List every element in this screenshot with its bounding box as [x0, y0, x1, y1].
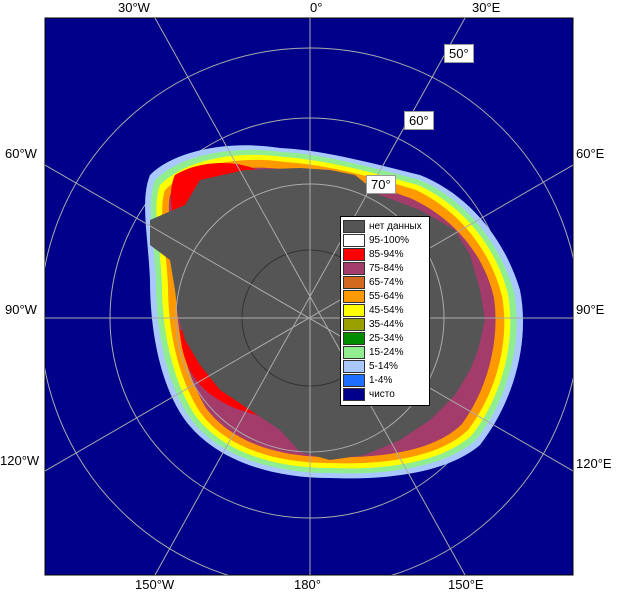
- lon-label-left-2: 90°W: [5, 302, 37, 317]
- meridian-lines: [45, 18, 573, 575]
- legend-swatch: [343, 317, 365, 331]
- legend-item: 85-94%: [343, 247, 403, 261]
- legend-item: 1-4%: [343, 373, 392, 387]
- legend-label: 25-34%: [369, 332, 404, 344]
- lon-label-bottom-3: 150°E: [448, 577, 484, 592]
- legend-item: нет данных: [343, 219, 422, 233]
- legend-item: 45-54%: [343, 303, 403, 317]
- legend-label: нет данных: [369, 220, 422, 232]
- legend-item: 65-74%: [343, 275, 403, 289]
- legend: нет данных 95-100% 85-94% 75-84% 65-74% …: [340, 216, 430, 406]
- lon-label-right-3: 120°E: [576, 456, 612, 471]
- legend-label: 5-14%: [369, 360, 398, 372]
- legend-swatch: [343, 233, 365, 247]
- lon-label-left-3: 120°W: [0, 453, 40, 468]
- legend-item: чисто: [343, 387, 395, 401]
- legend-label: 35-44%: [369, 318, 404, 330]
- legend-label: чисто: [369, 388, 395, 400]
- legend-swatch: [343, 275, 365, 289]
- lon-label-bottom-2: 180°: [294, 577, 321, 592]
- legend-item: 95-100%: [343, 233, 409, 247]
- legend-label: 85-94%: [369, 248, 404, 260]
- legend-swatch: [343, 387, 365, 401]
- legend-swatch: [343, 331, 365, 345]
- legend-swatch: [343, 303, 365, 317]
- legend-swatch: [343, 261, 365, 275]
- legend-item: 55-64%: [343, 289, 403, 303]
- legend-label: 45-54%: [369, 304, 404, 316]
- lon-label-top-3: 30°E: [472, 0, 501, 15]
- legend-swatch: [343, 289, 365, 303]
- legend-item: 5-14%: [343, 359, 398, 373]
- legend-swatch: [343, 219, 365, 233]
- lon-label-bottom-1: 150°W: [135, 577, 175, 592]
- legend-item: 35-44%: [343, 317, 403, 331]
- legend-label: 65-74%: [369, 276, 404, 288]
- lat-label-60: 60°: [404, 111, 434, 130]
- legend-label: 75-84%: [369, 262, 404, 274]
- legend-item: 15-24%: [343, 345, 403, 359]
- legend-label: 55-64%: [369, 290, 404, 302]
- lon-label-right-1: 60°E: [576, 146, 605, 161]
- legend-label: 1-4%: [369, 374, 393, 386]
- lat-label-50: 50°: [444, 44, 474, 63]
- legend-item: 75-84%: [343, 261, 403, 275]
- lat-label-70: 70°: [366, 175, 396, 194]
- legend-swatch: [343, 345, 365, 359]
- legend-item: 25-34%: [343, 331, 403, 345]
- lon-label-top-2: 0°: [310, 0, 323, 15]
- legend-swatch: [343, 373, 365, 387]
- legend-swatch: [343, 359, 365, 373]
- lon-label-left-1: 60°W: [5, 146, 37, 161]
- legend-label: 15-24%: [369, 346, 404, 358]
- legend-label: 95-100%: [369, 234, 410, 246]
- legend-swatch: [343, 247, 365, 261]
- lon-label-top-1: 30°W: [118, 0, 150, 15]
- lon-label-right-2: 90°E: [576, 302, 605, 317]
